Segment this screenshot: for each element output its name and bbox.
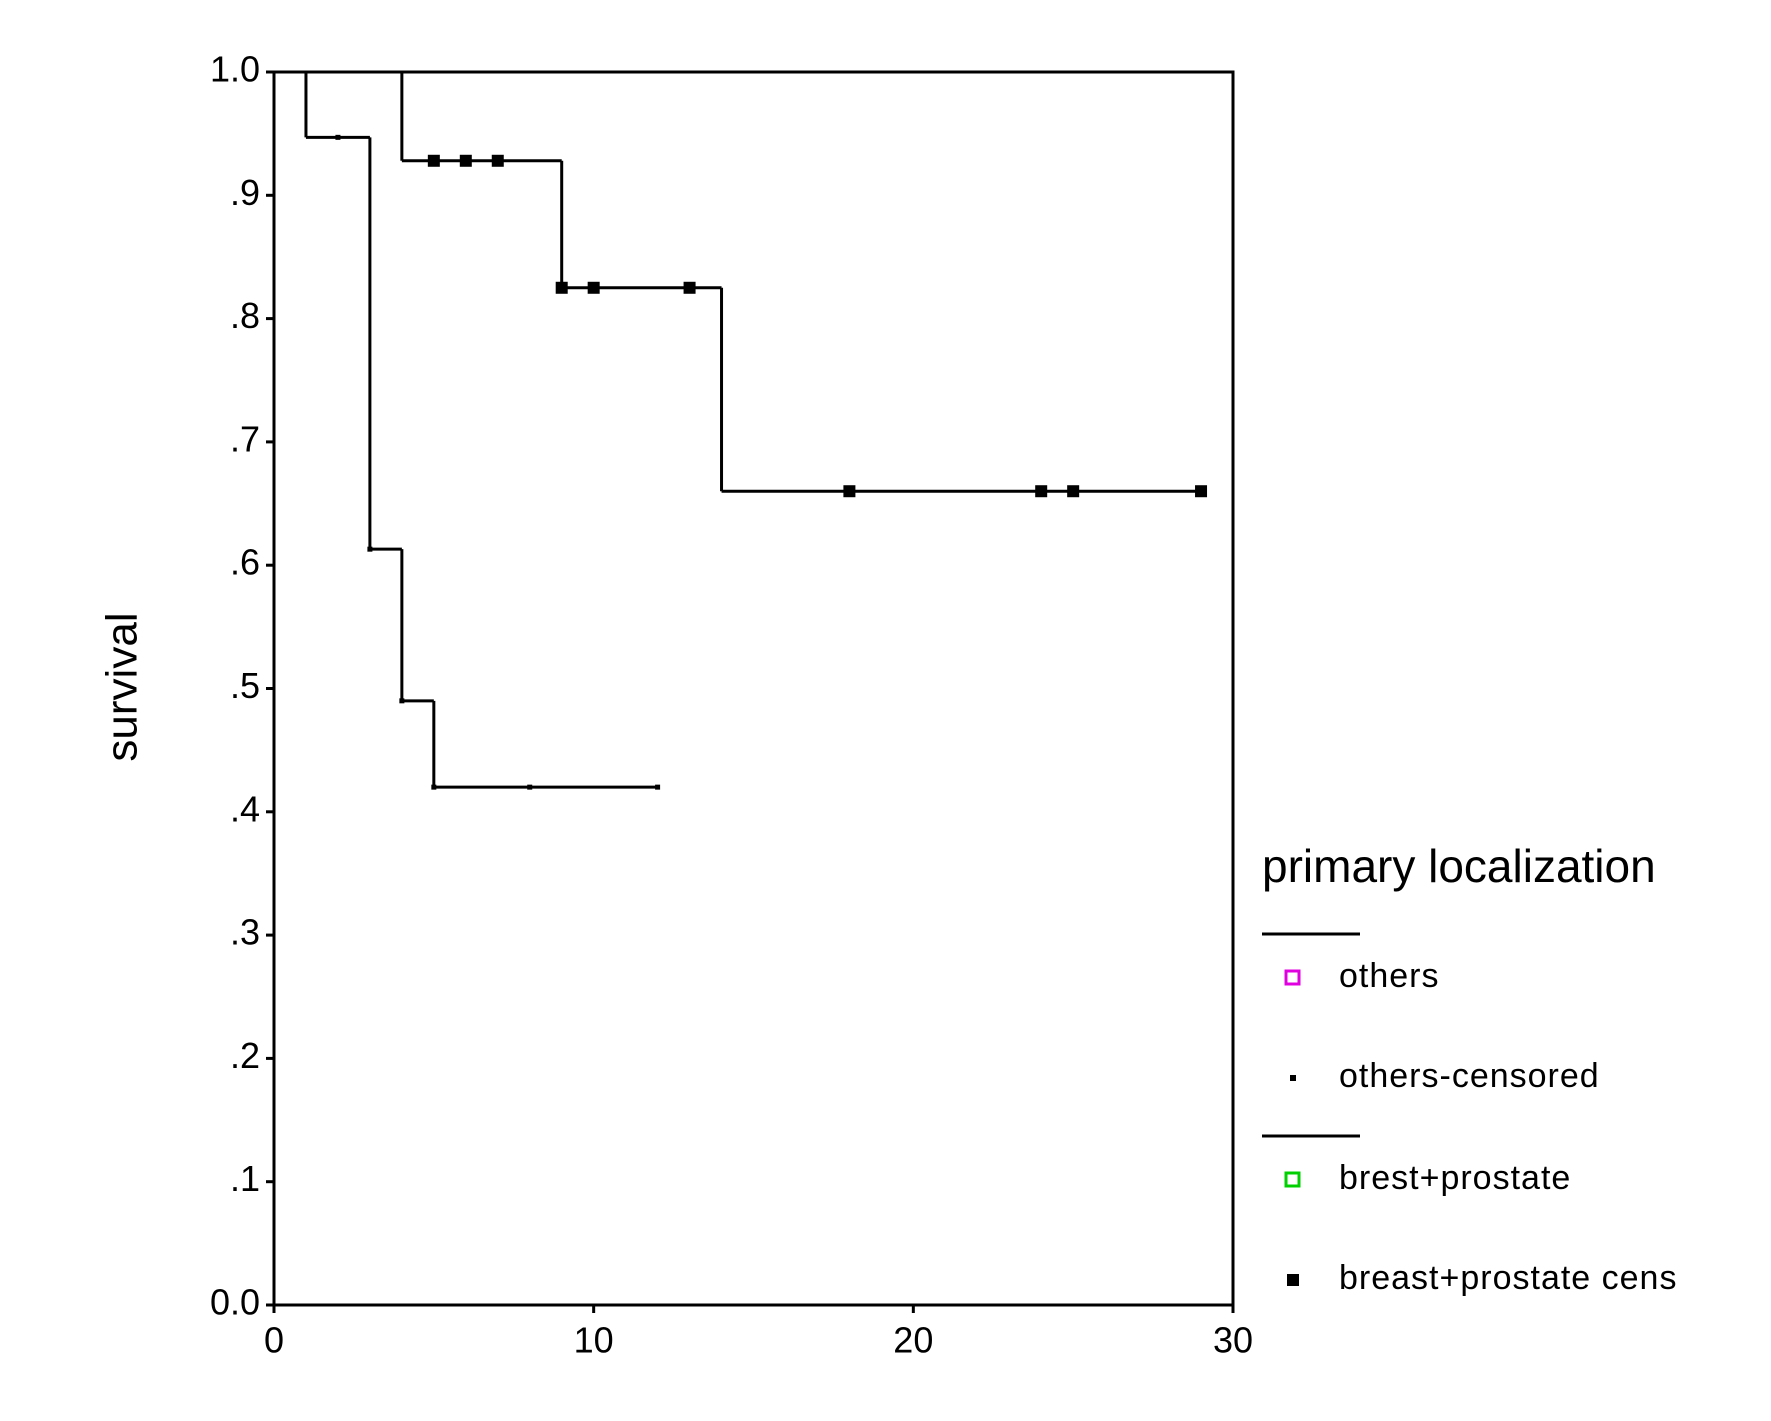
y-tick-label: .4 — [230, 788, 260, 829]
y-tick-label: .7 — [230, 418, 260, 459]
legend-label: others-censored — [1339, 1057, 1600, 1095]
censor-mark — [843, 485, 856, 498]
censor-mark — [459, 154, 472, 167]
x-tick-label: 10 — [574, 1320, 614, 1361]
x-tick-label: 20 — [893, 1320, 933, 1361]
censor-mark — [683, 281, 696, 294]
censor-mark — [335, 134, 341, 140]
legend-marker — [1284, 969, 1301, 986]
legend-label: breast+prostate cens — [1339, 1259, 1677, 1297]
censor-mark — [399, 698, 405, 704]
censor-mark — [555, 281, 568, 294]
legend-title: primary localization — [1262, 840, 1656, 892]
y-axis-label: survival — [98, 612, 147, 761]
y-tick-label: .2 — [230, 1035, 260, 1076]
legend-marker — [1290, 1075, 1296, 1081]
legend-marker — [1287, 1274, 1299, 1286]
legend-marker — [1284, 1171, 1301, 1188]
censor-mark — [367, 546, 373, 552]
y-tick-label: .8 — [230, 295, 260, 336]
censor-mark — [527, 784, 533, 790]
censor-mark — [427, 154, 440, 167]
censor-mark — [1195, 485, 1208, 498]
x-tick-label: 30 — [1213, 1320, 1253, 1361]
legend-label: brest+prostate — [1339, 1159, 1571, 1197]
censor-mark — [587, 281, 600, 294]
x-tick-label: 0 — [264, 1320, 284, 1361]
y-tick-label: 1.0 — [210, 49, 260, 90]
censor-mark — [431, 784, 437, 790]
censor-mark — [1067, 485, 1080, 498]
plot-frame — [272, 70, 1235, 1307]
y-tick-label: .9 — [230, 172, 260, 213]
y-tick-label: .1 — [230, 1158, 260, 1199]
y-tick-label: .6 — [230, 542, 260, 583]
censor-mark — [491, 154, 504, 167]
censor-mark — [1035, 485, 1048, 498]
y-tick-label: .5 — [230, 665, 260, 706]
y-tick-label: .3 — [230, 912, 260, 953]
y-tick-label: 0.0 — [210, 1282, 260, 1323]
censor-mark — [655, 784, 661, 790]
legend-label: others — [1339, 957, 1440, 995]
